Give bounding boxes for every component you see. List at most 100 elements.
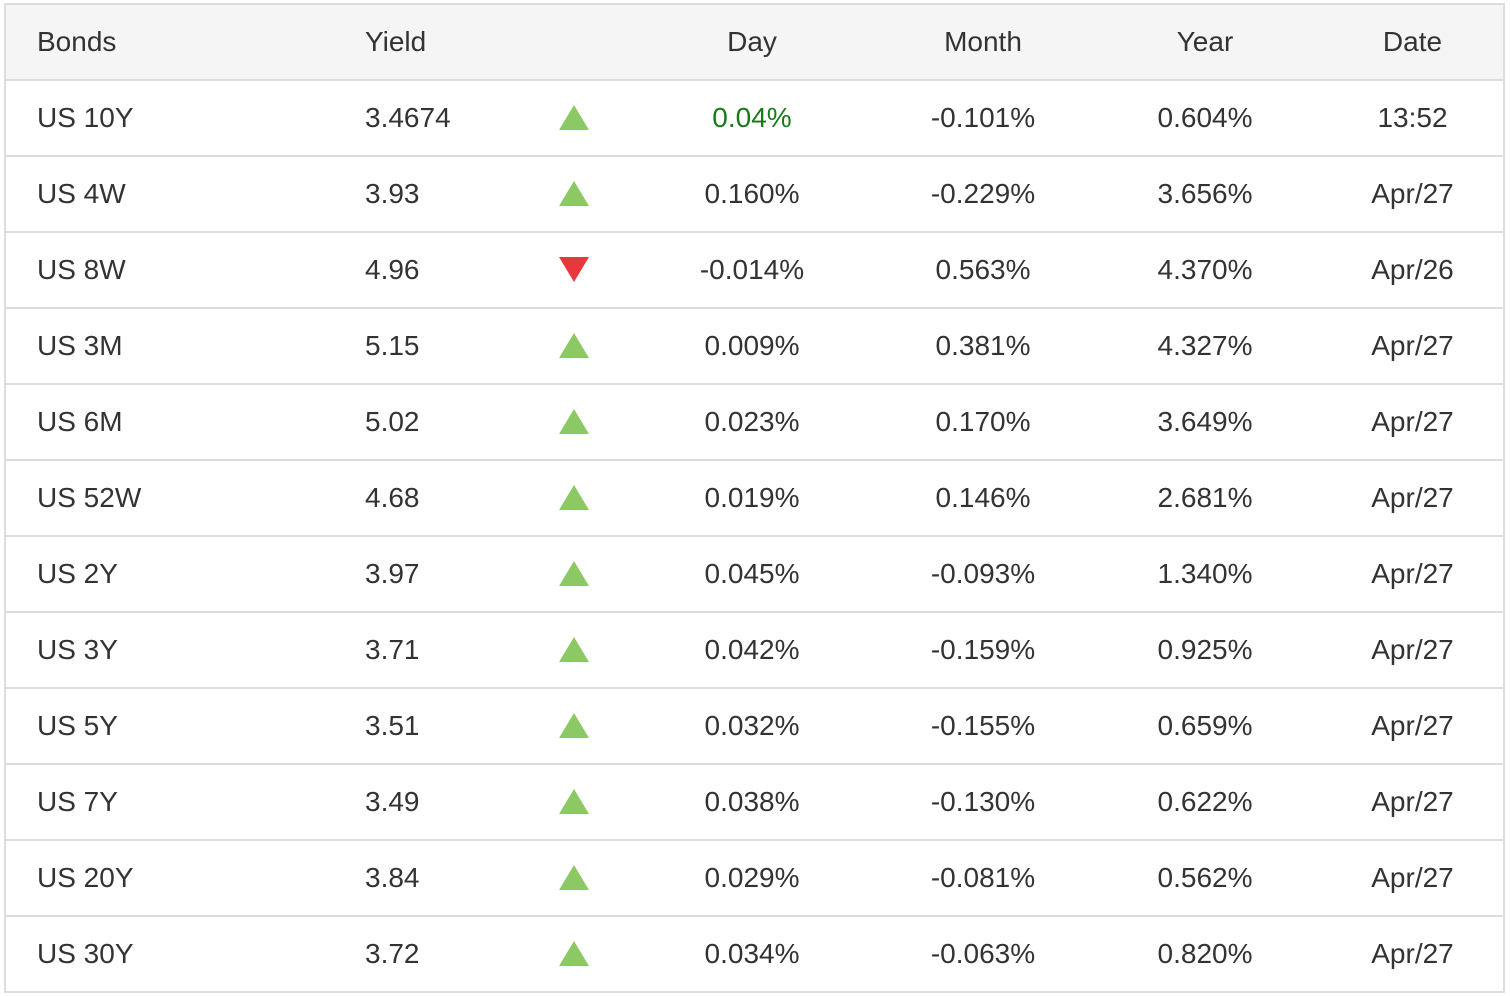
header-direction xyxy=(521,3,626,81)
year-change: 3.656% xyxy=(1088,155,1322,233)
month-change: -0.093% xyxy=(878,535,1088,613)
header-year[interactable]: Year xyxy=(1088,3,1322,81)
date: Apr/26 xyxy=(1322,231,1504,309)
bond-name: US 3Y xyxy=(5,611,331,689)
header-month[interactable]: Month xyxy=(878,3,1088,81)
bond-yield: 3.97 xyxy=(331,535,521,613)
table-row[interactable]: US 2Y 3.97 0.045% -0.093% 1.340% Apr/27 xyxy=(5,535,1504,613)
year-change: 4.370% xyxy=(1088,231,1322,309)
bond-yield: 4.68 xyxy=(331,459,521,537)
date: Apr/27 xyxy=(1322,915,1504,993)
direction xyxy=(521,155,626,233)
bond-yield: 3.84 xyxy=(331,839,521,917)
bond-name: US 3M xyxy=(5,307,331,385)
bond-name: US 10Y xyxy=(5,79,331,157)
table-header: Bonds Yield Day Month Year Date xyxy=(5,3,1504,81)
bond-yield: 4.96 xyxy=(331,231,521,309)
month-change: -0.081% xyxy=(878,839,1088,917)
day-change: 0.160% xyxy=(626,155,878,233)
year-change: 0.604% xyxy=(1088,79,1322,157)
bond-yield: 3.49 xyxy=(331,763,521,841)
year-change: 3.649% xyxy=(1088,383,1322,461)
table-row[interactable]: US 4W 3.93 0.160% -0.229% 3.656% Apr/27 xyxy=(5,155,1504,233)
bond-yield: 3.72 xyxy=(331,915,521,993)
day-change: 0.038% xyxy=(626,763,878,841)
table-row[interactable]: US 10Y 3.4674 0.04% -0.101% 0.604% 13:52 xyxy=(5,79,1504,157)
triangle-up-icon xyxy=(558,181,589,207)
day-change: 0.019% xyxy=(626,459,878,537)
direction xyxy=(521,915,626,993)
bond-name: US 2Y xyxy=(5,535,331,613)
header-date[interactable]: Date xyxy=(1322,3,1504,81)
day-change: 0.009% xyxy=(626,307,878,385)
bond-yield: 5.02 xyxy=(331,383,521,461)
triangle-up-icon xyxy=(558,713,589,739)
table-row[interactable]: US 52W 4.68 0.019% 0.146% 2.681% Apr/27 xyxy=(5,459,1504,537)
direction xyxy=(521,459,626,537)
header-yield[interactable]: Yield xyxy=(331,3,521,81)
header-day[interactable]: Day xyxy=(626,3,878,81)
table-row[interactable]: US 5Y 3.51 0.032% -0.155% 0.659% Apr/27 xyxy=(5,687,1504,765)
triangle-up-icon xyxy=(558,637,589,663)
month-change: 0.146% xyxy=(878,459,1088,537)
bond-yield: 3.93 xyxy=(331,155,521,233)
table-row[interactable]: US 3Y 3.71 0.042% -0.159% 0.925% Apr/27 xyxy=(5,611,1504,689)
table-row[interactable]: US 20Y 3.84 0.029% -0.081% 0.562% Apr/27 xyxy=(5,839,1504,917)
direction xyxy=(521,687,626,765)
day-change: 0.032% xyxy=(626,687,878,765)
triangle-up-icon xyxy=(558,865,589,891)
year-change: 0.925% xyxy=(1088,611,1322,689)
direction xyxy=(521,231,626,309)
day-change: -0.014% xyxy=(626,231,878,309)
day-change: 0.042% xyxy=(626,611,878,689)
triangle-up-icon xyxy=(558,561,589,587)
direction xyxy=(521,383,626,461)
bond-yield: 5.15 xyxy=(331,307,521,385)
year-change: 2.681% xyxy=(1088,459,1322,537)
triangle-down-icon xyxy=(558,257,589,283)
day-change: 0.034% xyxy=(626,915,878,993)
bond-name: US 52W xyxy=(5,459,331,537)
direction xyxy=(521,307,626,385)
month-change: -0.159% xyxy=(878,611,1088,689)
table-row[interactable]: US 8W 4.96 -0.014% 0.563% 4.370% Apr/26 xyxy=(5,231,1504,309)
table-row[interactable]: US 7Y 3.49 0.038% -0.130% 0.622% Apr/27 xyxy=(5,763,1504,841)
bond-name: US 8W xyxy=(5,231,331,309)
triangle-up-icon xyxy=(558,941,589,967)
month-change: 0.563% xyxy=(878,231,1088,309)
direction xyxy=(521,763,626,841)
date: Apr/27 xyxy=(1322,763,1504,841)
bonds-table: Bonds Yield Day Month Year Date US 10Y 3.… xyxy=(4,3,1505,993)
year-change: 0.659% xyxy=(1088,687,1322,765)
day-change: 0.045% xyxy=(626,535,878,613)
date: Apr/27 xyxy=(1322,155,1504,233)
day-change: 0.023% xyxy=(626,383,878,461)
date: Apr/27 xyxy=(1322,535,1504,613)
date: 13:52 xyxy=(1322,79,1504,157)
bond-name: US 4W xyxy=(5,155,331,233)
date: Apr/27 xyxy=(1322,687,1504,765)
month-change: -0.063% xyxy=(878,915,1088,993)
table-row[interactable]: US 30Y 3.72 0.034% -0.063% 0.820% Apr/27 xyxy=(5,915,1504,993)
date: Apr/27 xyxy=(1322,383,1504,461)
header-bonds[interactable]: Bonds xyxy=(5,3,331,81)
date: Apr/27 xyxy=(1322,307,1504,385)
triangle-up-icon xyxy=(558,105,589,131)
month-change: -0.130% xyxy=(878,763,1088,841)
table-row[interactable]: US 6M 5.02 0.023% 0.170% 3.649% Apr/27 xyxy=(5,383,1504,461)
date: Apr/27 xyxy=(1322,839,1504,917)
day-change: 0.04% xyxy=(626,79,878,157)
month-change: 0.170% xyxy=(878,383,1088,461)
month-change: -0.101% xyxy=(878,79,1088,157)
direction xyxy=(521,79,626,157)
year-change: 4.327% xyxy=(1088,307,1322,385)
month-change: -0.229% xyxy=(878,155,1088,233)
direction xyxy=(521,535,626,613)
table-row[interactable]: US 3M 5.15 0.009% 0.381% 4.327% Apr/27 xyxy=(5,307,1504,385)
month-change: -0.155% xyxy=(878,687,1088,765)
bond-yield: 3.71 xyxy=(331,611,521,689)
year-change: 0.820% xyxy=(1088,915,1322,993)
triangle-up-icon xyxy=(558,333,589,359)
bond-name: US 20Y xyxy=(5,839,331,917)
date: Apr/27 xyxy=(1322,611,1504,689)
